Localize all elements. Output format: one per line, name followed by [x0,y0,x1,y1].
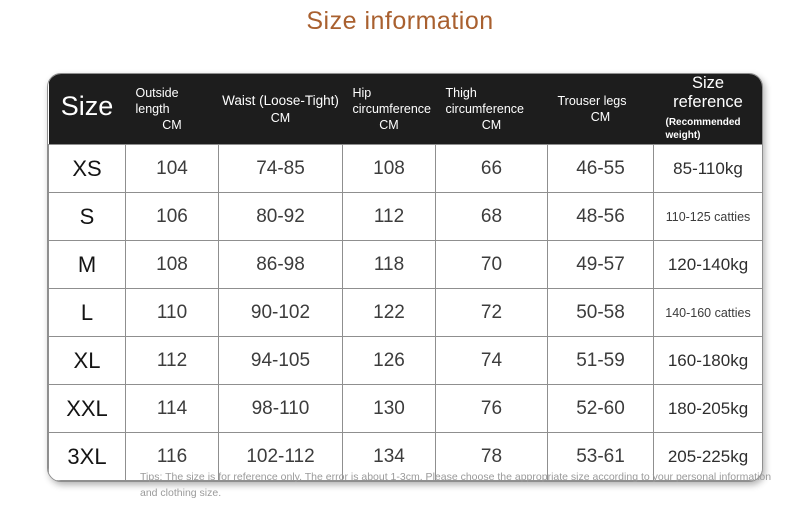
value-cell: 112 [125,336,219,385]
size-reference-cell: 140-160 catties [653,288,762,337]
value-cell: 76 [435,384,548,433]
size-reference-cell: 205-225kg [653,432,762,481]
table-row: M 108 86-98 118 70 49-57 120-140kg [48,240,762,289]
column-unit: CM [270,110,291,125]
header-trouser-legs: Trouser legs CM [547,74,654,145]
value-cell: 70 [435,240,548,289]
column-name: Hip circumference [352,85,432,116]
value-cell: 72 [435,288,548,337]
value-cell: 108 [342,144,436,193]
value-cell: 134 [342,432,436,481]
table-row: XL 112 94-105 126 74 51-59 160-180kg [48,336,762,385]
column-name: Size reference [673,74,743,111]
table-row: L 110 90-102 122 72 50-58 140-160 catties [48,288,762,337]
size-cell: L [48,288,126,337]
column-name: Outside length [135,85,179,116]
value-cell: 104 [125,144,219,193]
value-cell: 94-105 [218,336,343,385]
value-cell: 66 [435,144,548,193]
value-cell: 80-92 [218,192,343,241]
column-unit: CM [481,118,502,133]
table-row: 3XL 116 102-112 134 78 53-61 205-225kg [48,432,762,481]
size-table-body: XS 104 74-85 108 66 46-55 85-110kg S 106 80-92 112… [48,144,762,481]
size-cell: XXL [48,384,126,433]
column-name: Thigh circumference [445,85,525,116]
value-cell: 114 [125,384,219,433]
header-hip: Hip circumference CM [342,74,436,145]
value-cell: 106 [125,192,219,241]
header-thigh: Thigh circumference CM [435,74,548,145]
value-cell: 52-60 [547,384,654,433]
value-cell: 74 [435,336,548,385]
size-cell: S [48,192,126,241]
size-reference-cell: 180-205kg [653,384,762,433]
value-cell: 110 [125,288,219,337]
column-unit: CM [162,118,182,133]
table-row: XXL 114 98-110 130 76 52-60 180-205kg [48,384,762,433]
value-cell: 90-102 [218,288,343,337]
header-waist: Waist (Loose-Tight) CM [218,74,343,145]
value-cell: 78 [435,432,548,481]
value-cell: 51-59 [547,336,654,385]
value-cell: 74-85 [218,144,343,193]
value-cell: 50-58 [547,288,654,337]
value-cell: 112 [342,192,436,241]
value-cell: 130 [342,384,436,433]
value-cell: 46-55 [547,144,654,193]
column-unit: CM [379,118,399,133]
value-cell: 68 [435,192,548,241]
size-reference-cell: 110-125 catties [653,192,762,241]
value-cell: 108 [125,240,219,289]
value-cell: 126 [342,336,436,385]
value-cell: 48-56 [547,192,654,241]
header-row: Size Outside length CM Waist (Loose-Tigh… [48,74,762,145]
value-cell: 53-61 [547,432,654,481]
size-table-grid: Size Outside length CM Waist (Loose-Tigh… [48,74,762,481]
column-name: Waist (Loose-Tight) [222,93,339,109]
page-title: Size information [306,7,494,35]
value-cell: 86-98 [218,240,343,289]
size-reference-cell: 120-140kg [653,240,762,289]
column-subtitle: (Recommended weight) [665,117,741,141]
column-unit: CM [590,110,611,125]
size-cell: XS [48,144,126,193]
table-row: XS 104 74-85 108 66 46-55 85-110kg [48,144,762,193]
size-table: Size Outside length CM Waist (Loose-Tigh… [47,73,763,482]
tips-note: Tips: The size is for reference only. Th… [140,471,772,500]
size-cell: M [48,240,126,289]
size-cell: XL [48,336,126,385]
size-cell: 3XL [48,432,126,481]
size-reference-cell: 160-180kg [653,336,762,385]
value-cell: 49-57 [547,240,654,289]
value-cell: 122 [342,288,436,337]
column-name: Trouser legs [557,93,627,108]
value-cell: 118 [342,240,436,289]
size-reference-cell: 85-110kg [653,144,762,193]
header-size-reference: Size reference (Recommended weight) [653,74,762,145]
value-cell: 98-110 [218,384,343,433]
table-header: Size Outside length CM Waist (Loose-Tigh… [48,74,762,145]
table-row: S 106 80-92 112 68 48-56 110-125 catties [48,192,762,241]
header-outside-length: Outside length CM [125,74,219,145]
header-size: Size [48,74,126,145]
